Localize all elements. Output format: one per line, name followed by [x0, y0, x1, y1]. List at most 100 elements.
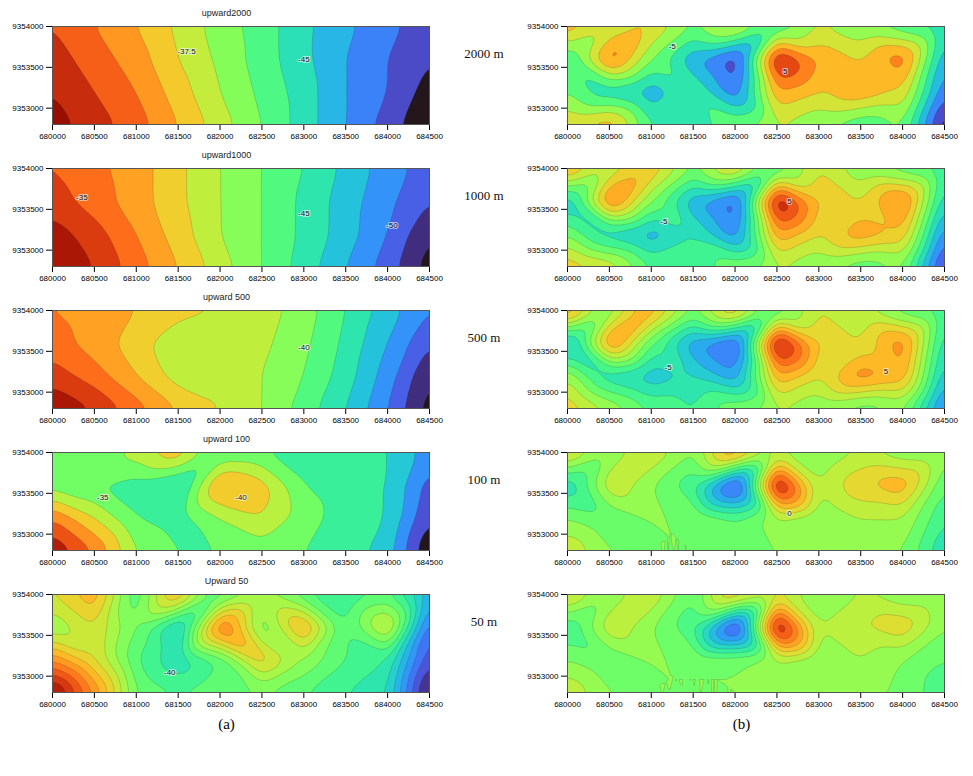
svg-text:684000: 684000	[374, 558, 401, 567]
svg-text:9353500: 9353500	[527, 489, 559, 498]
svg-text:684500: 684500	[931, 132, 958, 141]
svg-text:682000: 682000	[207, 700, 234, 709]
svg-text:681000: 681000	[123, 274, 150, 283]
svg-text:684000: 684000	[374, 132, 401, 141]
svg-text:684000: 684000	[374, 416, 401, 425]
svg-text:9354000: 9354000	[527, 448, 559, 457]
svg-text:9353000: 9353000	[527, 246, 559, 255]
svg-text:683500: 683500	[847, 558, 874, 567]
svg-text:681500: 681500	[165, 274, 192, 283]
svg-text:682500: 682500	[249, 558, 276, 567]
svg-text:683500: 683500	[847, 416, 874, 425]
svg-text:682500: 682500	[764, 700, 791, 709]
svg-text:684000: 684000	[889, 274, 916, 283]
svg-text:684500: 684500	[416, 558, 443, 567]
svg-text:9353500: 9353500	[12, 631, 44, 640]
svg-text:680000: 680000	[39, 274, 66, 283]
svg-text:5: 5	[884, 367, 889, 376]
svg-text:681000: 681000	[123, 700, 150, 709]
svg-text:9353000: 9353000	[12, 530, 44, 539]
svg-text:684500: 684500	[416, 274, 443, 283]
svg-text:9353500: 9353500	[527, 631, 559, 640]
svg-text:5: 5	[787, 197, 792, 206]
svg-text:-37.5: -37.5	[177, 47, 196, 56]
svg-text:682000: 682000	[207, 132, 234, 141]
svg-text:682500: 682500	[764, 274, 791, 283]
svg-text:680500: 680500	[81, 416, 108, 425]
svg-text:9353500: 9353500	[12, 205, 44, 214]
svg-text:680500: 680500	[596, 558, 623, 567]
svg-text:9353500: 9353500	[527, 63, 559, 72]
svg-text:683500: 683500	[847, 274, 874, 283]
svg-text:682000: 682000	[207, 274, 234, 283]
svg-text:681000: 681000	[638, 700, 665, 709]
svg-text:9354000: 9354000	[527, 306, 559, 315]
svg-text:9353000: 9353000	[527, 530, 559, 539]
svg-text:683500: 683500	[332, 558, 359, 567]
svg-text:682000: 682000	[207, 558, 234, 567]
svg-text:683500: 683500	[332, 274, 359, 283]
svg-text:9353500: 9353500	[12, 347, 44, 356]
svg-text:682500: 682500	[764, 558, 791, 567]
svg-text:680500: 680500	[81, 558, 108, 567]
svg-text:682000: 682000	[722, 700, 749, 709]
svg-text:-40: -40	[235, 493, 247, 502]
svg-text:684000: 684000	[889, 416, 916, 425]
svg-text:-5: -5	[660, 217, 668, 226]
svg-text:680000: 680000	[39, 132, 66, 141]
svg-text:683500: 683500	[847, 132, 874, 141]
svg-text:9353500: 9353500	[527, 205, 559, 214]
svg-text:681500: 681500	[680, 700, 707, 709]
svg-text:683000: 683000	[805, 700, 832, 709]
svg-text:684500: 684500	[416, 700, 443, 709]
svg-text:9354000: 9354000	[527, 22, 559, 31]
svg-text:681000: 681000	[123, 132, 150, 141]
svg-text:680000: 680000	[39, 558, 66, 567]
svg-text:682000: 682000	[722, 558, 749, 567]
svg-text:680000: 680000	[554, 416, 581, 425]
svg-text:681000: 681000	[123, 416, 150, 425]
svg-text:684000: 684000	[374, 700, 401, 709]
svg-text:681000: 681000	[638, 416, 665, 425]
svg-text:681500: 681500	[165, 700, 192, 709]
svg-text:681500: 681500	[165, 558, 192, 567]
svg-text:680500: 680500	[596, 132, 623, 141]
svg-text:682500: 682500	[249, 416, 276, 425]
svg-text:683000: 683000	[805, 132, 832, 141]
svg-text:682500: 682500	[249, 274, 276, 283]
svg-text:681000: 681000	[638, 132, 665, 141]
svg-text:682500: 682500	[764, 132, 791, 141]
svg-text:683000: 683000	[290, 274, 317, 283]
svg-text:-5: -5	[664, 363, 672, 372]
svg-text:680500: 680500	[81, 132, 108, 141]
svg-text:9353000: 9353000	[527, 104, 559, 113]
svg-text:-40: -40	[164, 668, 176, 677]
svg-text:684000: 684000	[889, 700, 916, 709]
svg-text:684500: 684500	[931, 274, 958, 283]
svg-text:9354000: 9354000	[527, 164, 559, 173]
svg-text:9354000: 9354000	[12, 22, 44, 31]
svg-text:682500: 682500	[249, 700, 276, 709]
svg-text:683000: 683000	[805, 558, 832, 567]
svg-text:684000: 684000	[889, 132, 916, 141]
svg-text:681500: 681500	[680, 558, 707, 567]
svg-text:683500: 683500	[847, 700, 874, 709]
svg-text:680500: 680500	[596, 416, 623, 425]
svg-text:681500: 681500	[165, 416, 192, 425]
svg-text:683000: 683000	[290, 558, 317, 567]
svg-text:680500: 680500	[596, 274, 623, 283]
svg-text:682500: 682500	[249, 132, 276, 141]
svg-text:681500: 681500	[680, 132, 707, 141]
svg-text:684500: 684500	[416, 132, 443, 141]
svg-text:680500: 680500	[81, 274, 108, 283]
svg-text:683500: 683500	[332, 416, 359, 425]
svg-text:683000: 683000	[290, 700, 317, 709]
svg-text:-5: -5	[669, 42, 677, 51]
svg-text:684500: 684500	[931, 700, 958, 709]
svg-text:-50: -50	[386, 221, 398, 230]
svg-text:-45: -45	[298, 55, 310, 64]
svg-text:-45: -45	[298, 209, 310, 218]
svg-text:-40: -40	[298, 343, 310, 352]
svg-text:683000: 683000	[290, 416, 317, 425]
svg-text:9354000: 9354000	[527, 590, 559, 599]
